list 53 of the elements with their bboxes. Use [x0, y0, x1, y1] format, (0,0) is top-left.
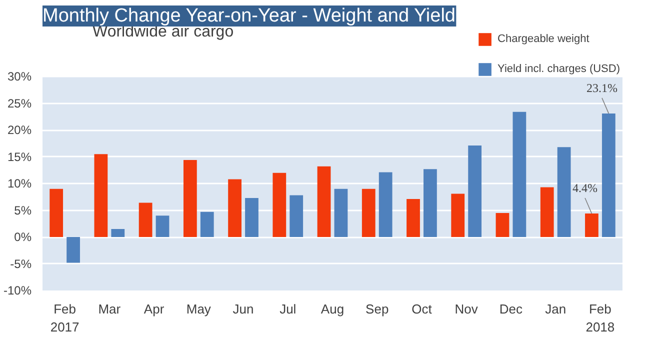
y-tick-label: 20% [7, 123, 32, 138]
y-tick-label: 30% [7, 70, 32, 84]
bar [111, 228, 125, 238]
x-tick-label: Oct [412, 302, 432, 316]
bar [424, 169, 437, 238]
bar [602, 113, 616, 238]
legend-label: Yield incl. charges (USD) [498, 63, 620, 75]
x-tick-label: May [186, 302, 212, 316]
bar [496, 212, 510, 238]
y-tick-label: 5% [14, 203, 32, 218]
bar [156, 216, 170, 238]
bar [200, 212, 214, 238]
legend-label: Chargeable weight [498, 33, 590, 45]
y-tick-label: 10% [7, 176, 32, 191]
bar [540, 187, 554, 238]
chart-title: Monthly Change Year-on-Year - Weight and Yield [42, 6, 456, 26]
x-tick-label: Jul [280, 302, 296, 316]
x-tick-label: Jun [232, 302, 254, 316]
y-tick-label: 25% [7, 96, 32, 110]
x-tick-label: Jan [545, 302, 566, 316]
y-tick-label: 15% [7, 150, 32, 164]
x-tick-label: Dec [499, 302, 524, 316]
bar [66, 237, 80, 263]
bar [290, 195, 304, 238]
bar [585, 213, 598, 238]
data-label: 23.1% [586, 80, 618, 95]
x-tick-label: Nov [454, 302, 478, 316]
bar [334, 188, 348, 238]
x-tick-label: Mar [98, 302, 122, 316]
bar [378, 172, 392, 238]
bar [272, 172, 286, 238]
x-tick-label: Apr [144, 302, 165, 316]
bar [50, 188, 64, 238]
bar [138, 202, 152, 238]
bar [362, 188, 376, 238]
x-tick-label: Feb 2018 [586, 302, 615, 334]
bar [451, 194, 465, 238]
x-tick-label: Aug [320, 302, 344, 316]
bar [557, 147, 571, 238]
bar [228, 179, 242, 238]
y-tick-label: -5% [10, 256, 32, 271]
y-tick-label: -10% [3, 284, 32, 298]
y-tick-label: 0% [14, 230, 32, 244]
bar [406, 199, 420, 238]
bar [94, 154, 108, 238]
data-label: 4.4% [572, 180, 598, 195]
bar [468, 146, 482, 238]
x-tick-label: Feb 2017 [50, 302, 80, 334]
bar [317, 166, 331, 238]
bar [183, 160, 197, 238]
bar [512, 112, 526, 238]
x-tick-label: Sep [366, 302, 389, 316]
bar [245, 198, 258, 238]
